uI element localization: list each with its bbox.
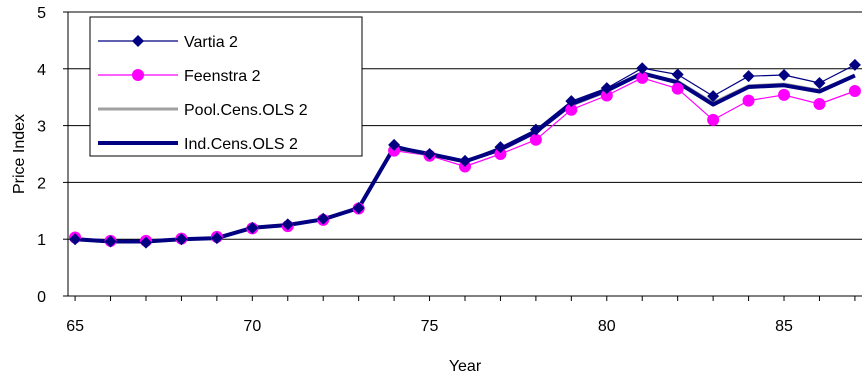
- legend-label-pool-cens-ols-2: Pool.Cens.OLS 2: [184, 102, 308, 119]
- x-tick-label-80: 80: [598, 318, 616, 335]
- point-vartia-2-71: [281, 218, 294, 231]
- point-feenstra-2-87: [848, 84, 861, 97]
- legend: Vartia 2 Feenstra 2 Pool.Cens.OLS 2 Ind.Cen…: [89, 16, 363, 157]
- point-feenstra-2-85: [778, 88, 791, 101]
- y-axis-label: Price Index: [11, 114, 28, 194]
- legend-item-feenstra-2: Feenstra 2: [98, 68, 261, 85]
- legend-label-ind-cens-ols-2: Ind.Cens.OLS 2: [184, 136, 298, 153]
- legend-item-ind-cens-ols-2: Ind.Cens.OLS 2: [98, 136, 298, 153]
- point-vartia-2-85: [778, 69, 791, 82]
- point-feenstra-2-86: [813, 98, 826, 111]
- point-vartia-2-78: [529, 123, 542, 136]
- point-feenstra-2-81: [636, 71, 649, 84]
- point-vartia-2-69: [210, 232, 223, 245]
- point-feenstra-2-83: [707, 113, 720, 126]
- point-vartia-2-77: [494, 141, 507, 154]
- point-vartia-2-66: [104, 235, 117, 248]
- y-tick-label-4: 4: [37, 62, 46, 79]
- y-tick-label-3: 3: [37, 119, 46, 136]
- point-feenstra-2-78: [529, 133, 542, 146]
- x-tick-label-65: 65: [66, 318, 84, 335]
- legend-label-feenstra-2: Feenstra 2: [184, 68, 261, 85]
- point-feenstra-2-82: [671, 82, 684, 95]
- point-vartia-2-73: [352, 201, 365, 214]
- series-markers: [69, 58, 861, 249]
- point-vartia-2-74: [388, 138, 401, 151]
- point-vartia-2-75: [423, 148, 436, 160]
- axis-ticks: 0 1 2 3 4 5 65 70 75 80 85: [37, 5, 856, 335]
- x-tick-label-85: 85: [775, 318, 793, 335]
- y-tick-label-1: 1: [37, 232, 46, 249]
- point-feenstra-2-79: [565, 103, 578, 116]
- point-vartia-2-76: [459, 154, 471, 167]
- x-axis-label: Year: [449, 358, 482, 375]
- point-vartia-2-81: [636, 62, 649, 75]
- legend-item-vartia-2: Vartia 2: [98, 34, 238, 51]
- point-feenstra-2-84: [742, 94, 755, 107]
- legend-label-vartia-2: Vartia 2: [184, 34, 238, 51]
- point-feenstra-2-80: [600, 89, 613, 102]
- legend-item-pool-cens-ols-2: Pool.Cens.OLS 2: [98, 102, 308, 119]
- x-tick-label-70: 70: [243, 318, 261, 335]
- point-vartia-2-87: [848, 58, 861, 71]
- legend-marker-vartia-2: [132, 35, 144, 47]
- y-tick-label-5: 5: [37, 5, 46, 22]
- point-vartia-2-70: [246, 221, 259, 234]
- point-feenstra-2-77: [494, 148, 507, 160]
- point-vartia-2-83: [707, 90, 720, 103]
- point-vartia-2-79: [565, 95, 578, 108]
- y-tick-label-2: 2: [37, 175, 46, 192]
- point-vartia-2-84: [742, 70, 755, 83]
- point-vartia-2-72: [317, 212, 330, 225]
- legend-marker-feenstra-2: [132, 69, 144, 81]
- point-vartia-2-65: [69, 233, 82, 246]
- point-vartia-2-68: [175, 233, 188, 246]
- point-vartia-2-86: [813, 77, 826, 89]
- y-tick-label-0: 0: [37, 289, 46, 306]
- point-vartia-2-82: [671, 68, 684, 81]
- point-vartia-2-67: [139, 236, 152, 249]
- point-vartia-2-80: [600, 82, 613, 95]
- x-tick-label-75: 75: [421, 318, 439, 335]
